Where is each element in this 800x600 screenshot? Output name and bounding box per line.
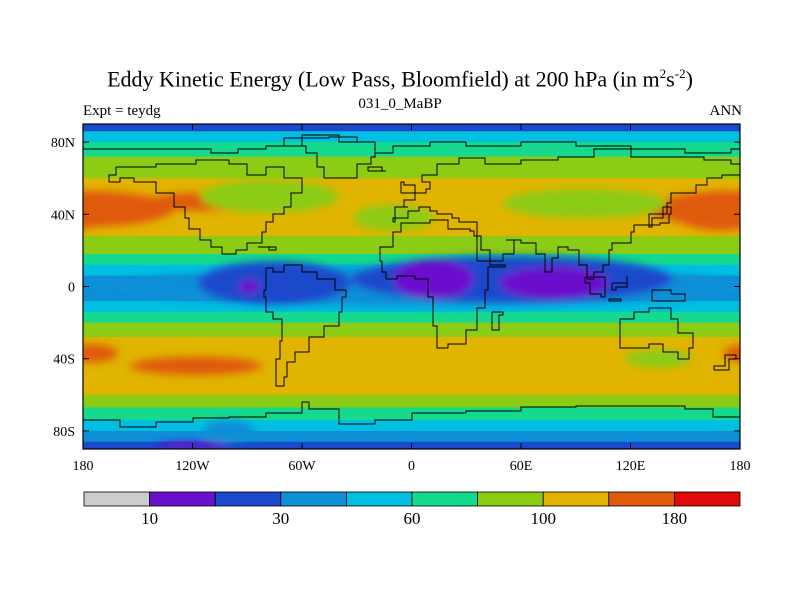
contour-feature-10 bbox=[197, 261, 352, 305]
contour-feature-2 bbox=[670, 190, 740, 231]
contour-feature-12 bbox=[238, 279, 261, 294]
zonal-band-10 bbox=[83, 311, 740, 324]
colorbar-label-1: 30 bbox=[272, 509, 289, 528]
colorbar-box-6 bbox=[477, 491, 544, 507]
coastline-4 bbox=[393, 148, 740, 223]
contour-feature-5 bbox=[199, 179, 339, 213]
contour-feature-7 bbox=[0, 189, 10, 218]
chart-title-exponent-2: -2 bbox=[674, 66, 686, 81]
contour-feature-13 bbox=[393, 259, 474, 300]
x-tick-label-5: 120E bbox=[616, 459, 646, 474]
plot-area bbox=[0, 124, 800, 449]
chart-subtitle: 031_0_MaBP bbox=[358, 96, 442, 112]
x-tick-label-2: 60W bbox=[288, 459, 316, 474]
zonal-band-15 bbox=[83, 420, 740, 432]
contour-feature-3 bbox=[723, 344, 740, 362]
coastline-0 bbox=[83, 136, 740, 154]
contour-feature-15 bbox=[203, 420, 255, 442]
chart-title-mid: s bbox=[666, 66, 675, 92]
chart-title: Eddy Kinetic Energy (Low Pass, Bloomfiel… bbox=[0, 66, 800, 92]
zonal-band-6 bbox=[83, 254, 740, 266]
coastline-17 bbox=[713, 354, 737, 371]
season-label: ANN bbox=[709, 103, 743, 119]
coastline-5 bbox=[392, 174, 740, 280]
x-tick-label-6: 180 bbox=[730, 459, 751, 474]
colorbar-label-0: 10 bbox=[141, 509, 158, 528]
colorbar-box-3 bbox=[280, 491, 347, 507]
coastline-13 bbox=[611, 276, 628, 291]
coastline-7 bbox=[283, 134, 376, 179]
colorbar-box-2 bbox=[214, 491, 282, 507]
coastline-6 bbox=[619, 307, 694, 360]
coastline-12 bbox=[608, 298, 622, 302]
coastline-3 bbox=[379, 219, 506, 349]
colorbar-box-0 bbox=[83, 491, 150, 507]
coastline-11 bbox=[584, 276, 606, 298]
colorbar-box-5 bbox=[411, 491, 478, 507]
y-tick-label-2: 0 bbox=[68, 281, 75, 296]
contour-feature-9 bbox=[83, 281, 93, 292]
coastline-1 bbox=[108, 159, 303, 255]
x-tick-label-3: 0 bbox=[408, 459, 415, 474]
experiment-label: Expt = teydg bbox=[83, 103, 161, 119]
zonal-band-3 bbox=[83, 156, 740, 179]
contour-feature-9 bbox=[767, 267, 800, 307]
contour-feature-4 bbox=[787, 357, 800, 375]
coastline-9 bbox=[491, 311, 504, 331]
colorbar-box-1 bbox=[149, 491, 216, 507]
contour-feature-2 bbox=[83, 192, 116, 230]
zonal-band-11 bbox=[83, 322, 740, 338]
colorbar-box-4 bbox=[345, 491, 413, 507]
contour-feature-3 bbox=[83, 344, 118, 363]
colorbar-box-8 bbox=[608, 491, 675, 507]
chart-title-main: Eddy Kinetic Energy (Low Pass, Bloomfiel… bbox=[107, 66, 660, 92]
colorbar-box-9 bbox=[674, 491, 741, 507]
contour-feature-14 bbox=[499, 266, 609, 300]
coastline-18 bbox=[258, 246, 277, 251]
colorbar-label-3: 100 bbox=[530, 509, 556, 528]
x-tick-label-0: 180 bbox=[73, 459, 94, 474]
colorbar: 10 30 60 100 180 bbox=[83, 491, 741, 528]
zonal-band-1 bbox=[83, 131, 740, 143]
contour-feature-7 bbox=[502, 189, 667, 218]
coastline-8 bbox=[83, 401, 740, 428]
zonal-band-5 bbox=[83, 235, 740, 255]
contour-feature-4 bbox=[130, 356, 262, 375]
colorbar-box-7 bbox=[542, 491, 610, 507]
chart-title-end: ) bbox=[685, 66, 693, 92]
chart-title-exponent-1: 2 bbox=[659, 66, 667, 81]
coastline-10 bbox=[648, 206, 672, 228]
y-tick-label-4: 80S bbox=[53, 425, 75, 440]
coastline-2 bbox=[263, 264, 347, 387]
y-tick-label-1: 40N bbox=[51, 208, 75, 223]
y-tick-label-3: 40S bbox=[53, 353, 75, 368]
x-tick-label-4: 60E bbox=[510, 459, 533, 474]
contour-feature-8 bbox=[0, 350, 34, 368]
colorbar-label-2: 60 bbox=[404, 509, 421, 528]
contour-feature-8 bbox=[625, 349, 691, 368]
x-tick-label-1: 120W bbox=[175, 459, 210, 474]
zonal-band-13 bbox=[83, 394, 740, 409]
zonal-band-16 bbox=[83, 430, 740, 443]
coastline-15 bbox=[367, 166, 386, 172]
coastlines bbox=[83, 134, 740, 428]
y-tick-label-0: 80N bbox=[51, 136, 75, 151]
colorbar-label-4: 180 bbox=[662, 509, 688, 528]
coastline-14 bbox=[400, 181, 416, 194]
zonal-band-2 bbox=[83, 142, 740, 158]
zonal-band-9 bbox=[83, 300, 740, 313]
axes: 180 120W 60W 0 60E 120E 180 80N 40N 0 40S 80S bbox=[51, 124, 751, 474]
coastline-16 bbox=[651, 289, 686, 302]
contour-features bbox=[0, 179, 800, 449]
contour-feature-11 bbox=[0, 256, 15, 303]
